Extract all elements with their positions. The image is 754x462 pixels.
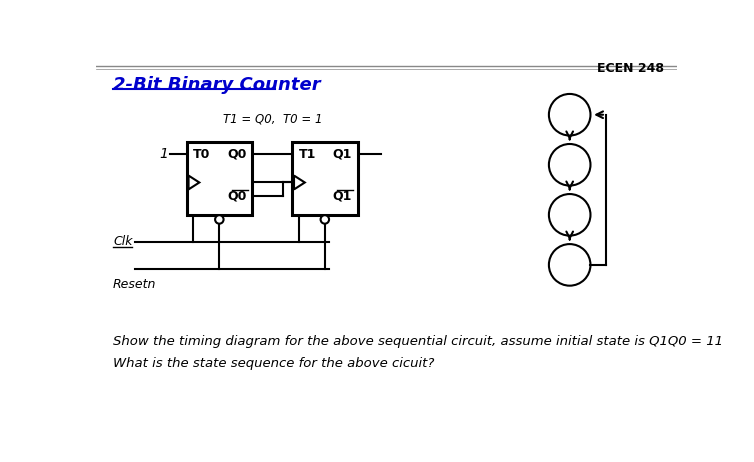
Circle shape [215,215,224,224]
Text: T1 = Q0,  T0 = 1: T1 = Q0, T0 = 1 [222,112,322,125]
Bar [187,142,253,215]
Text: 2-Bit Binary Counter: 2-Bit Binary Counter [113,76,320,94]
Text: What is the state sequence for the above cicuit?: What is the state sequence for the above… [113,357,434,370]
Text: ECEN 248: ECEN 248 [597,62,664,75]
Text: 1: 1 [159,147,167,161]
Text: Q0: Q0 [227,189,247,202]
Text: Q0: Q0 [227,147,247,160]
Circle shape [320,215,329,224]
Text: Resetn: Resetn [113,278,156,291]
Bar [293,142,358,215]
Text: T0: T0 [193,147,210,160]
Text: T1: T1 [299,147,316,160]
Text: Q1: Q1 [333,147,352,160]
Text: Clk: Clk [113,235,133,248]
Text: Show the timing diagram for the above sequential circuit, assume initial state i: Show the timing diagram for the above se… [113,335,723,348]
Text: Q1: Q1 [333,189,352,202]
